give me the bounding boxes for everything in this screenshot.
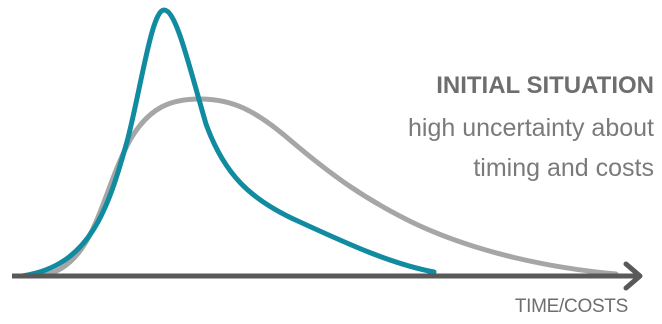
peaked-distribution-curve	[19, 7, 437, 279]
wide-distribution-curve	[37, 96, 619, 279]
x-axis-arrowhead	[623, 261, 643, 291]
caption-title: INITIAL SITUATION	[436, 72, 654, 99]
caption-line-1: high uncertainty about	[407, 114, 654, 142]
caption-line-2: timing and costs	[473, 154, 654, 182]
x-axis-label: TIME/COSTS	[514, 296, 628, 317]
